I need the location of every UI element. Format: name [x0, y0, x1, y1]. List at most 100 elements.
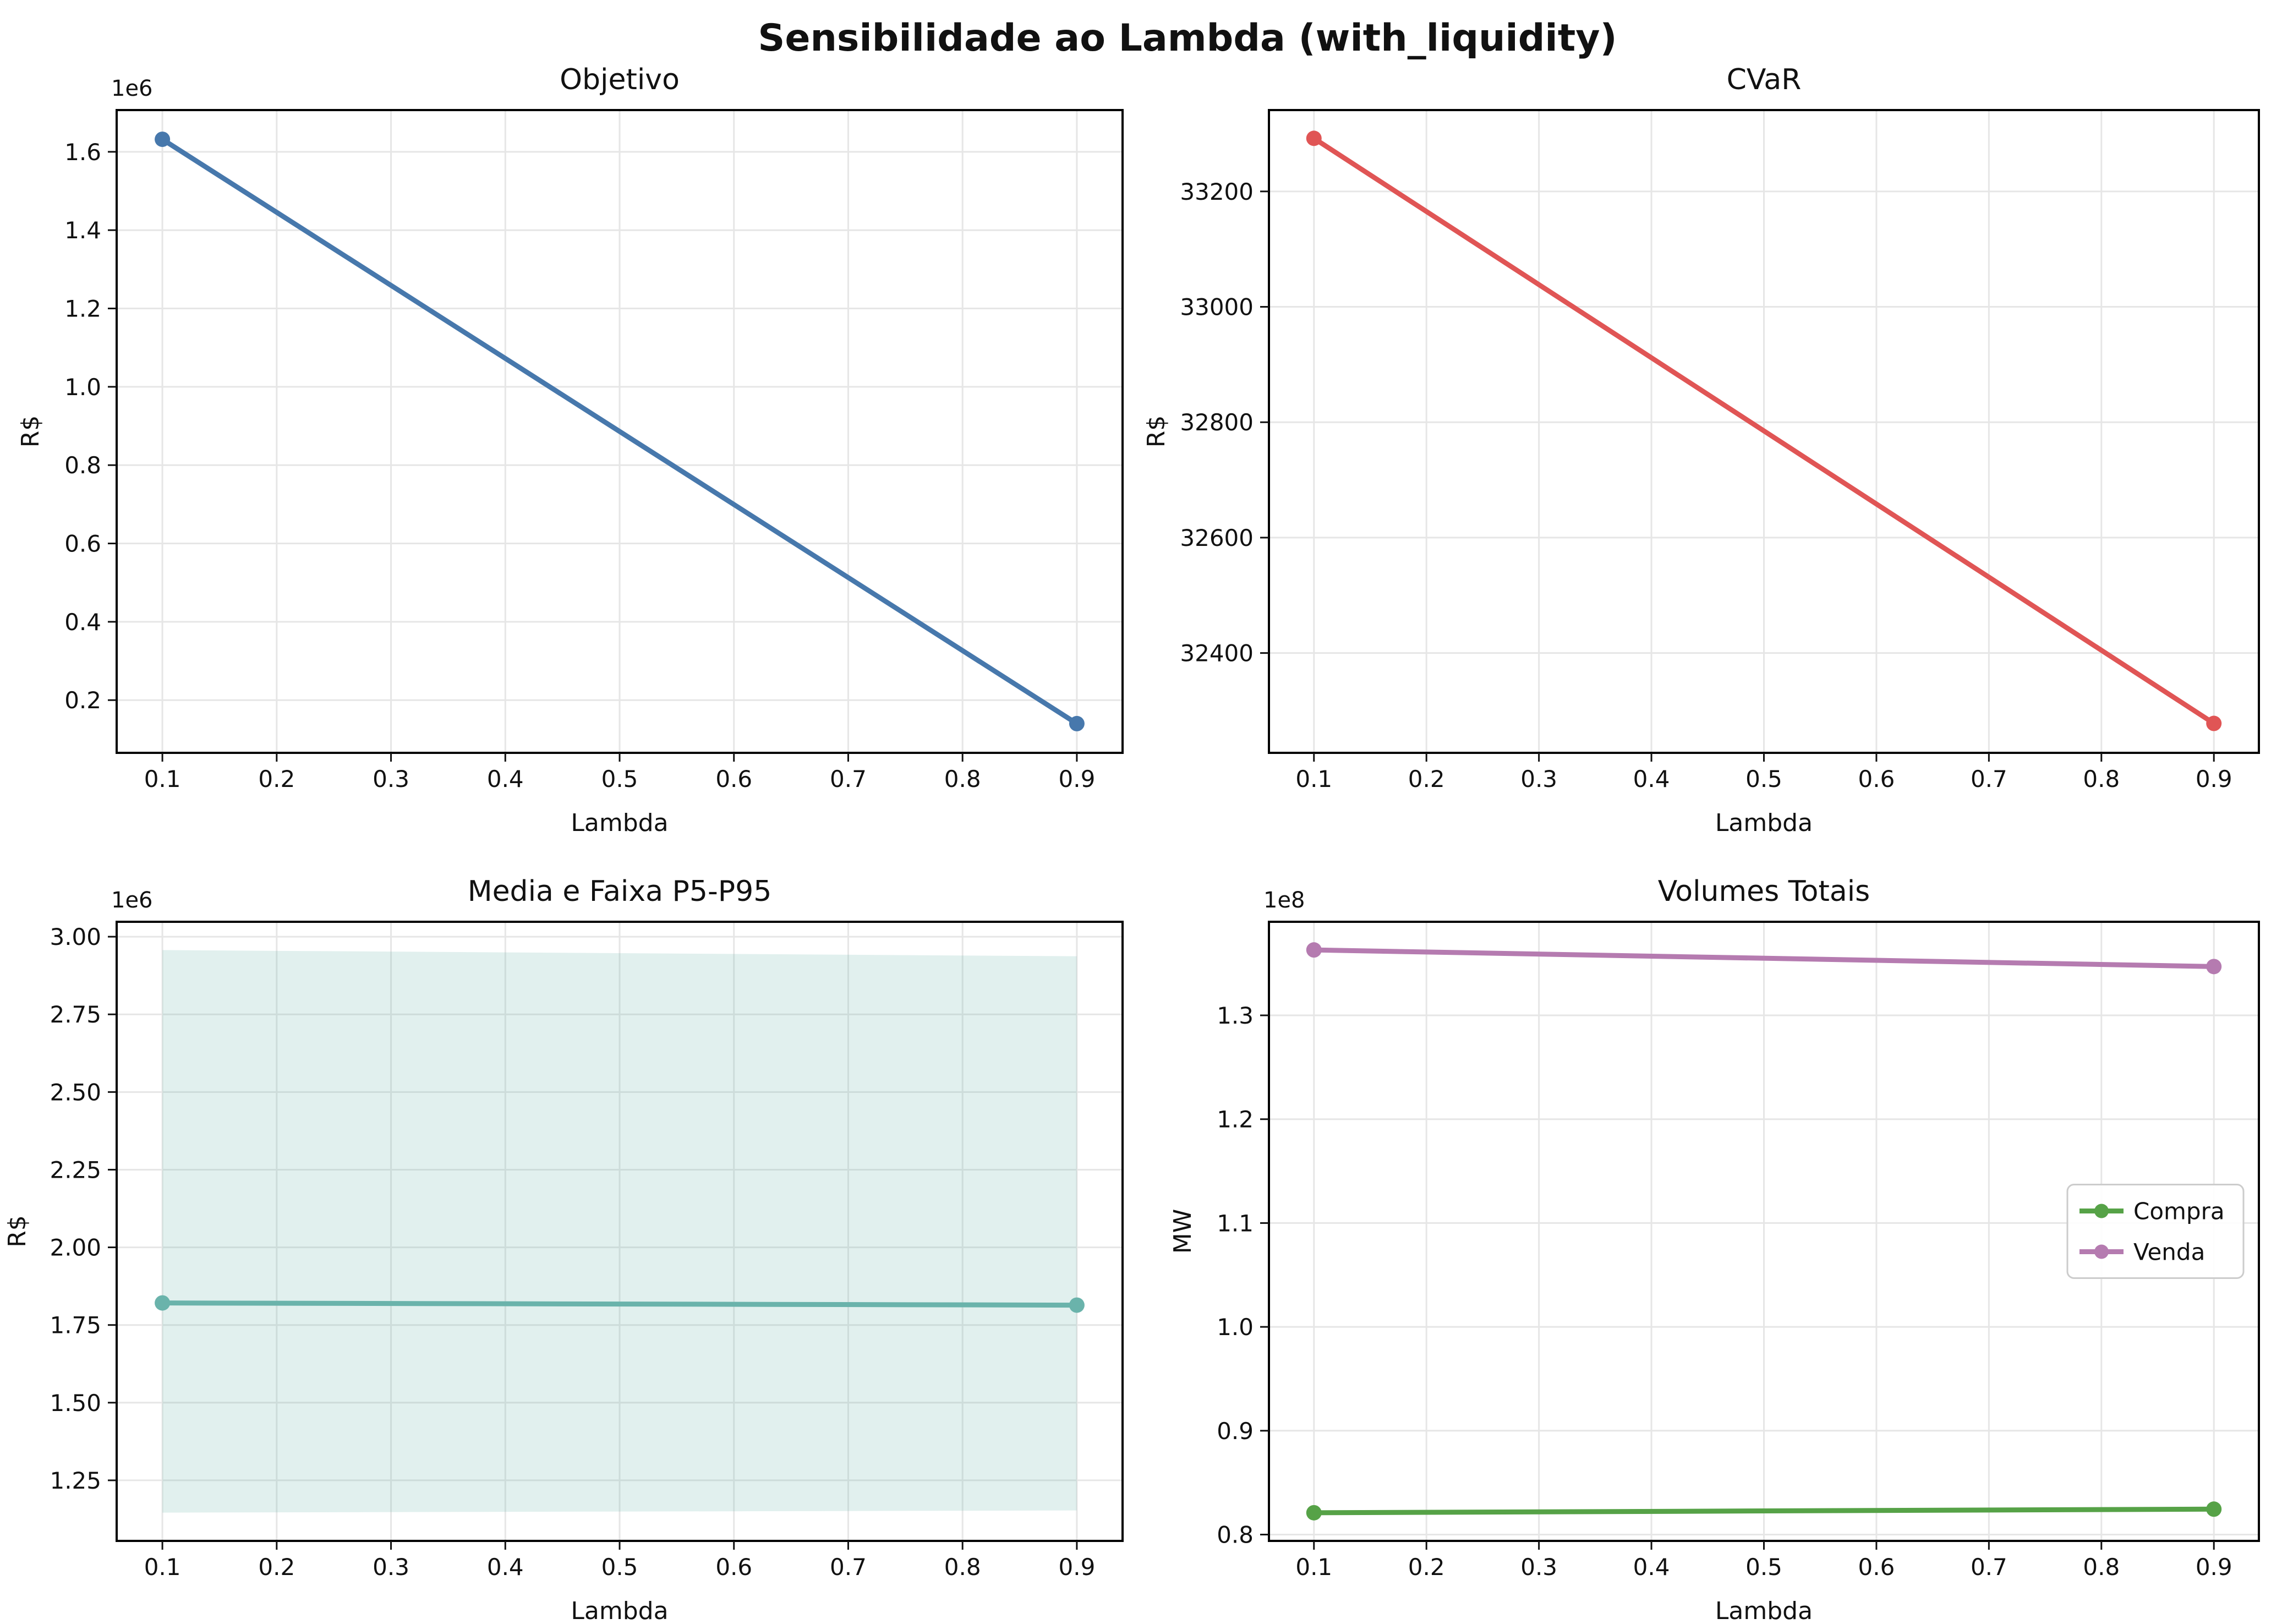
- x-tick-label: 0.5: [601, 765, 638, 792]
- legend-label-compra: Compra: [2133, 1198, 2225, 1225]
- x-tick-label: 0.5: [1745, 765, 1782, 792]
- data-point-venda: [2206, 959, 2222, 975]
- data-point-cvar: [2206, 715, 2222, 731]
- chart-title: Volumes Totais: [1658, 875, 1870, 908]
- legend-label-venda: Venda: [2133, 1239, 2205, 1266]
- data-point-venda: [1306, 942, 1322, 958]
- charts-group: 0.1 0.2 0.3 0.4 0.5 0.6 0.7 0.8 0.9 0.2 0.4 0.6 0.8 1…: [3, 63, 2260, 1624]
- x-tick-label: 0.3: [373, 1554, 409, 1581]
- y-tick-label: 2.25: [50, 1156, 101, 1183]
- x-tick-label: 0.9: [1059, 1554, 1096, 1581]
- legend-marker-compra: [2094, 1204, 2109, 1218]
- data-point-media: [1069, 1297, 1085, 1313]
- series-line-compra: [1311, 1506, 2217, 1516]
- x-tick-label: 0.8: [2083, 1554, 2120, 1581]
- data-point-objetivo: [1069, 715, 1085, 731]
- x-tick-label: 0.7: [1971, 765, 2007, 792]
- y-tick-label: 1.6: [64, 139, 101, 166]
- x-tick-label: 0.1: [144, 765, 181, 792]
- x-tick-label: 0.9: [2196, 765, 2232, 792]
- y-tick-label: 2.50: [50, 1079, 101, 1106]
- y-tick-label: 0.4: [64, 609, 101, 636]
- y-tick-label: 1.25: [50, 1467, 101, 1494]
- chart-media: 0.1 0.2 0.3 0.4 0.5 0.6 0.7 0.8 0.9 1.25 1.50 1.75 2…: [3, 875, 1124, 1624]
- chart-cvar: 0.1 0.2 0.3 0.4 0.5 0.6 0.7 0.8 0.9 32400 32600 328…: [1142, 63, 2260, 837]
- y-tick-label: 33000: [1180, 294, 1254, 321]
- x-axis-label: Lambda: [571, 809, 668, 837]
- y-tick-label: 3.00: [50, 923, 101, 950]
- series-line-media: [160, 1300, 1080, 1308]
- x-tick-label: 0.1: [144, 1554, 181, 1581]
- y-tick-label: 2.00: [50, 1234, 101, 1261]
- y-tick-label: 1.4: [64, 217, 101, 244]
- y-tick-label: 1.50: [50, 1390, 101, 1417]
- x-tick-label: 0.5: [1745, 1554, 1782, 1581]
- y-tick-label: 2.75: [50, 1001, 101, 1028]
- x-tick-label: 0.8: [944, 1554, 981, 1581]
- chart-title: Media e Faixa P5-P95: [468, 875, 772, 908]
- x-tick-label: 0.7: [830, 1554, 867, 1581]
- y-tick-label: 1.1: [1217, 1210, 1254, 1237]
- chart-volumes: 0.1 0.2 0.3 0.4 0.5 0.6 0.7 0.8 0.9 0.8 0.9 1.0 1.1 1…: [1169, 875, 2260, 1624]
- x-tick-label: 0.4: [487, 765, 524, 792]
- y-axis-label: R$: [1142, 415, 1170, 448]
- x-tick-label: 0.2: [258, 765, 295, 792]
- x-tick-label: 0.4: [1633, 765, 1670, 792]
- y-offset-label: 1e6: [111, 888, 153, 913]
- figure-title: Sensibilidade ao Lambda (with_liquidity): [758, 17, 1617, 60]
- y-tick-label: 32600: [1180, 524, 1254, 551]
- y-tick-label: 0.6: [64, 531, 101, 557]
- series-line-cvar: [1311, 135, 2217, 726]
- x-tick-label: 0.1: [1295, 1554, 1332, 1581]
- y-tick-label: 32800: [1180, 409, 1254, 436]
- series-line-venda: [1311, 947, 2217, 969]
- y-tick-label: 0.9: [1217, 1418, 1254, 1445]
- x-tick-label: 0.2: [1408, 1554, 1445, 1581]
- y-tick-label: 1.2: [1217, 1106, 1254, 1133]
- x-tick-label: 0.1: [1295, 765, 1332, 792]
- band-media: [162, 950, 1077, 1513]
- chart-title: CVaR: [1727, 63, 1802, 96]
- y-tick-label: 1.75: [50, 1312, 101, 1339]
- y-tick-label: 32400: [1180, 640, 1254, 667]
- y-tick-label: 1.2: [64, 296, 101, 322]
- y-tick-label: 0.8: [64, 452, 101, 479]
- x-tick-label: 0.3: [373, 765, 409, 792]
- y-tick-label: 33200: [1180, 178, 1254, 205]
- series-line-objetivo: [160, 136, 1080, 726]
- y-tick-label: 0.8: [1217, 1521, 1254, 1548]
- x-tick-label: 0.8: [2083, 765, 2120, 792]
- y-axis-label: MW: [1169, 1209, 1197, 1254]
- data-point-objetivo: [155, 132, 171, 147]
- chart-objetivo: 0.1 0.2 0.3 0.4 0.5 0.6 0.7 0.8 0.9 0.2 0.4 0.6 0.8 1…: [17, 63, 1124, 837]
- x-tick-label: 0.6: [715, 765, 752, 792]
- x-tick-label: 0.9: [2196, 1554, 2232, 1581]
- x-tick-label: 0.6: [1858, 1554, 1895, 1581]
- data-point-cvar: [1306, 130, 1322, 146]
- x-tick-label: 0.9: [1059, 765, 1096, 792]
- y-axis-label: R$: [3, 1215, 31, 1248]
- x-tick-label: 0.6: [715, 1554, 752, 1581]
- x-tick-label: 0.4: [487, 1554, 524, 1581]
- y-tick-label: 1.0: [1217, 1314, 1254, 1341]
- legend-box: [2066, 1184, 2245, 1279]
- x-tick-label: 0.7: [1971, 1554, 2007, 1581]
- x-axis-label: Lambda: [571, 1597, 668, 1624]
- x-tick-label: 0.5: [601, 1554, 638, 1581]
- data-point-compra: [1306, 1505, 1322, 1521]
- x-tick-label: 0.2: [258, 1554, 295, 1581]
- x-tick-label: 0.2: [1408, 765, 1445, 792]
- y-tick-label: 0.2: [64, 687, 101, 714]
- y-axis-label: R$: [17, 415, 45, 448]
- chart-title: Objetivo: [560, 63, 680, 96]
- data-point-compra: [2206, 1501, 2222, 1517]
- y-tick-label: 1.3: [1217, 1002, 1254, 1029]
- x-axis-label: Lambda: [1715, 1597, 1813, 1624]
- y-offset-label: 1e8: [1263, 888, 1305, 913]
- legend-marker-venda: [2094, 1244, 2109, 1259]
- data-point-media: [155, 1295, 171, 1311]
- y-offset-label: 1e6: [111, 76, 153, 101]
- x-axis-label: Lambda: [1715, 809, 1813, 837]
